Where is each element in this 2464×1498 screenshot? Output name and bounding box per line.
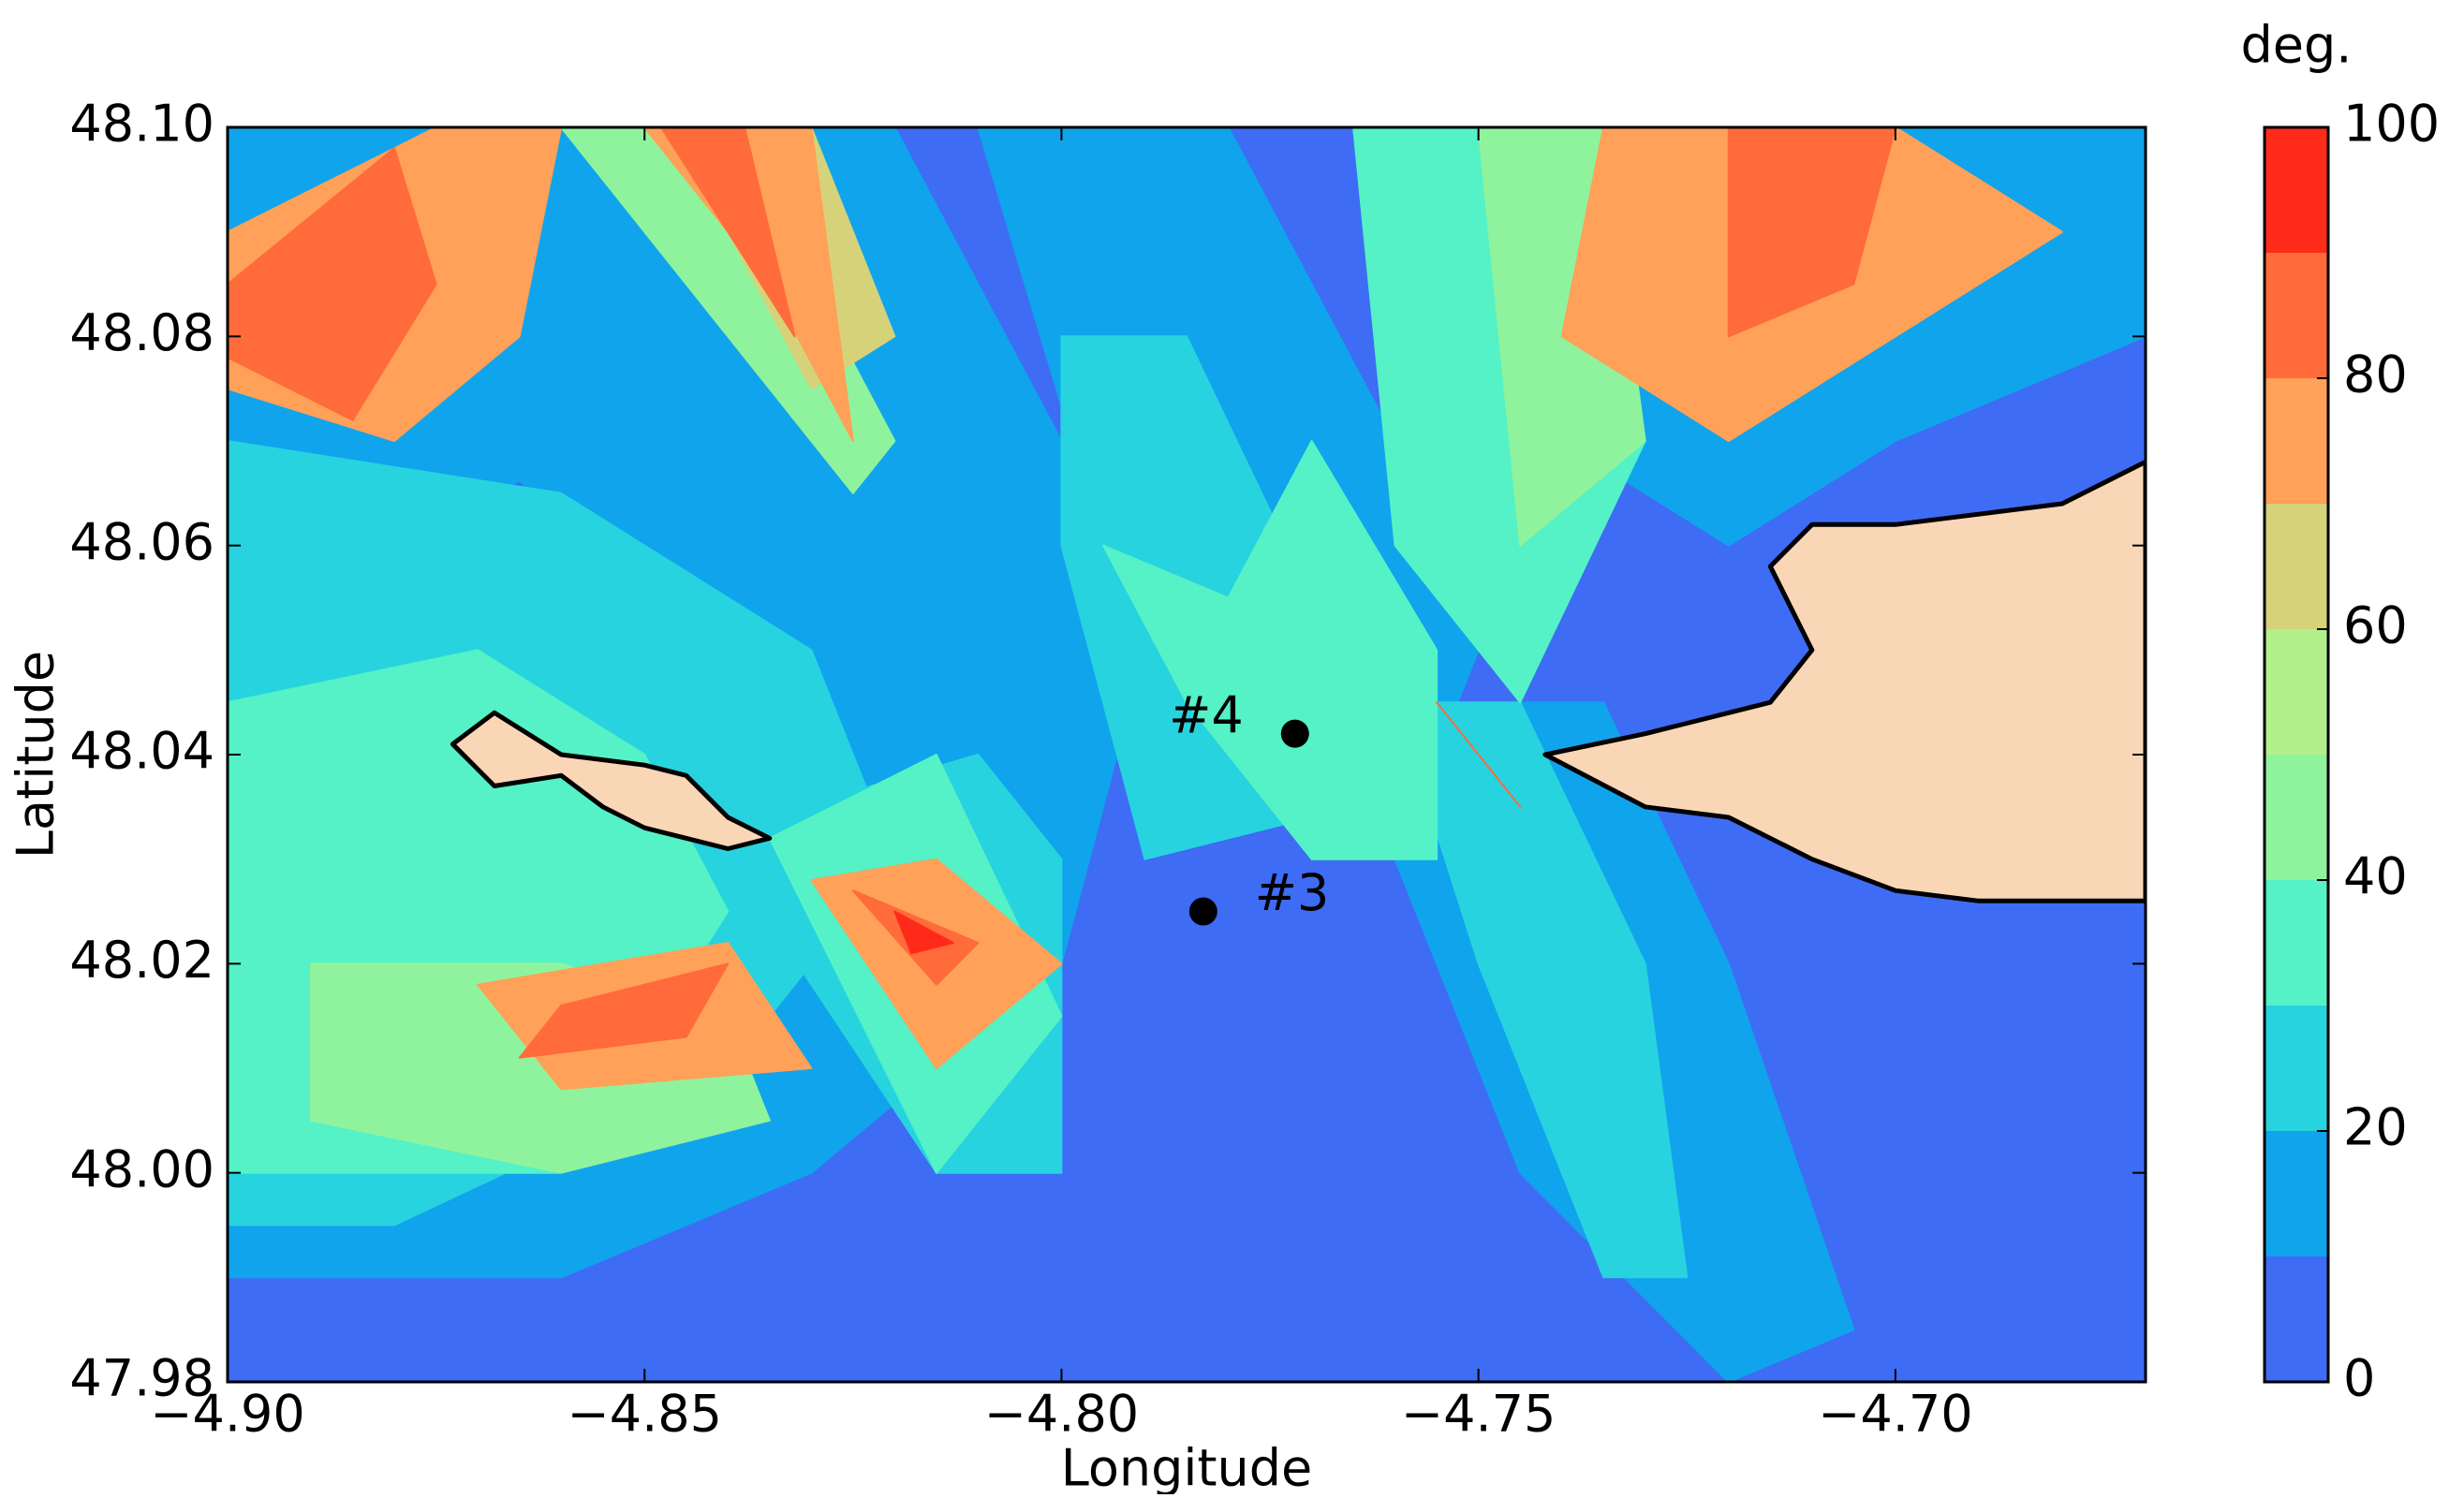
y-tick-label: 48.10	[69, 95, 214, 154]
x-tick-label: −4.80	[984, 1385, 1139, 1444]
colorbar-tick-label: 20	[2343, 1098, 2408, 1157]
colorbar-tick-label: 100	[2343, 95, 2440, 154]
station-point	[1188, 897, 1217, 926]
colorbar-band	[2265, 629, 2328, 755]
colorbar-band	[2265, 1131, 2328, 1256]
y-tick-label: 48.04	[69, 722, 214, 781]
station-point	[1280, 719, 1309, 748]
contour-region	[228, 147, 437, 421]
colorbar-tick-label: 80	[2343, 345, 2408, 404]
colorbar-label: deg.	[2241, 16, 2353, 75]
land	[1542, 459, 2146, 903]
contour-region	[560, 127, 896, 494]
x-tick-label: −4.75	[1401, 1385, 1556, 1444]
x-tick-label: −4.70	[1818, 1385, 1972, 1444]
colorbar-band	[2265, 1256, 2328, 1382]
y-tick-label: 48.02	[69, 931, 214, 990]
contour-region	[1727, 127, 1896, 338]
contour-region	[660, 127, 796, 338]
x-tick-label: −4.85	[567, 1385, 721, 1444]
contour-region	[893, 910, 954, 955]
colorbar-band	[2265, 378, 2328, 504]
land	[450, 710, 773, 851]
y-tick-label: 47.98	[69, 1349, 214, 1408]
colorbar-tick-label: 0	[2343, 1349, 2375, 1408]
contour-field	[228, 127, 2146, 1382]
colorbar-band	[2265, 127, 2328, 253]
y-tick-label: 48.00	[69, 1139, 214, 1198]
colorbar-band	[2265, 1006, 2328, 1131]
contour-region	[1102, 440, 1439, 860]
colorbar-tick-label: 40	[2343, 847, 2408, 906]
colorbar-band	[2265, 880, 2328, 1006]
y-tick-label: 48.08	[69, 303, 214, 362]
colorbar-tick-label: 60	[2343, 596, 2408, 655]
x-axis-label: Longitude	[1061, 1439, 1313, 1494]
colorbar-band	[2265, 504, 2328, 629]
station-label: #3	[1255, 863, 1330, 922]
contour-region	[1436, 701, 1522, 808]
y-tick-label: 48.06	[69, 512, 214, 571]
x-tick-label: −4.90	[150, 1385, 304, 1444]
colorbar-band	[2265, 253, 2328, 378]
colorbar-band	[2265, 755, 2328, 880]
y-axis-label: Latitude	[7, 651, 66, 859]
contour-region	[518, 962, 730, 1059]
station-label: #4	[1169, 685, 1244, 744]
colorbar-frame	[2263, 125, 2330, 1384]
